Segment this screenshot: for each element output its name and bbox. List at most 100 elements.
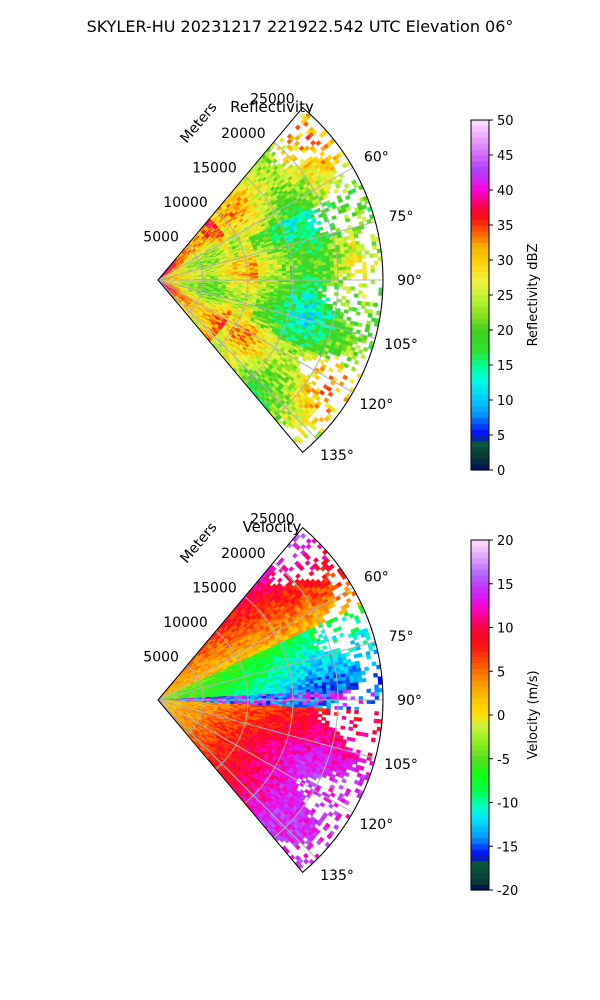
data-cell xyxy=(356,229,362,235)
data-cell xyxy=(346,273,352,277)
data-cell xyxy=(302,121,309,128)
data-cell xyxy=(294,272,299,276)
data-cell xyxy=(346,269,351,274)
data-cell xyxy=(361,338,367,344)
data-cell xyxy=(343,309,349,314)
data-cell xyxy=(314,271,319,275)
data-cell xyxy=(318,226,324,231)
data-cell xyxy=(342,286,347,291)
data-cell xyxy=(318,416,325,423)
data-cell xyxy=(349,255,355,261)
data-cell xyxy=(285,268,291,272)
data-cell xyxy=(370,268,376,273)
data-cell xyxy=(322,282,327,287)
azimuth-tick-label: 75° xyxy=(389,209,414,225)
data-cell xyxy=(342,374,348,381)
data-cell xyxy=(373,252,379,258)
data-cell xyxy=(357,349,364,355)
data-cell xyxy=(330,270,335,275)
colorbar-segment xyxy=(471,347,489,354)
data-cell xyxy=(367,313,373,318)
data-cell xyxy=(373,260,379,266)
data-cell xyxy=(358,269,364,274)
data-cell xyxy=(364,250,370,255)
colorbar-segment xyxy=(471,370,489,378)
data-cell xyxy=(270,275,275,279)
data-cell xyxy=(345,262,351,268)
colorbar-segment xyxy=(471,458,489,465)
data-cell xyxy=(314,282,319,286)
data-cell xyxy=(369,253,375,258)
data-cell xyxy=(344,302,350,308)
colorbar-segment xyxy=(471,440,489,448)
colorbar-segment xyxy=(471,359,489,366)
range-tick-label: 25000 xyxy=(250,92,295,108)
colorbar-segment xyxy=(471,411,489,419)
data-cell xyxy=(313,262,319,267)
data-cell xyxy=(319,151,326,157)
data-cell xyxy=(298,282,303,286)
data-cell xyxy=(353,255,359,260)
data-cell xyxy=(323,397,330,404)
data-cell xyxy=(302,282,307,286)
data-cell xyxy=(345,259,351,264)
data-cell xyxy=(333,188,339,194)
data-cell xyxy=(338,283,344,287)
data-cell xyxy=(315,140,322,146)
data-cell xyxy=(372,245,378,251)
data-cell xyxy=(343,183,350,189)
data-cell xyxy=(321,265,327,269)
data-cell xyxy=(242,276,247,279)
colorbar-segment xyxy=(471,452,489,459)
data-cell xyxy=(311,148,318,154)
data-cell xyxy=(230,277,235,279)
data-cell xyxy=(266,273,271,277)
data-cell xyxy=(322,267,327,272)
range-tick-label: 15000 xyxy=(192,161,237,177)
data-cell xyxy=(266,281,271,285)
data-cell xyxy=(360,247,366,252)
data-cell xyxy=(313,290,319,295)
data-cell xyxy=(346,276,352,281)
data-cell xyxy=(361,254,367,259)
data-cell xyxy=(365,301,371,307)
data-cell xyxy=(258,276,263,279)
data-cell xyxy=(362,276,368,281)
data-cell xyxy=(326,273,331,278)
data-cell xyxy=(328,367,334,373)
data-cell xyxy=(302,271,307,276)
data-cell xyxy=(286,286,291,290)
data-cell xyxy=(270,151,277,157)
data-cell xyxy=(326,270,331,275)
data-cell xyxy=(350,272,355,277)
data-cell xyxy=(316,220,322,226)
data-cell xyxy=(286,275,291,279)
data-cell xyxy=(321,262,327,266)
data-cell xyxy=(310,139,316,146)
data-cell xyxy=(355,311,361,316)
data-cell xyxy=(294,140,300,147)
range-axis-label: Meters xyxy=(177,100,220,147)
data-cell xyxy=(324,207,330,213)
data-cell xyxy=(318,271,323,275)
data-cell xyxy=(350,366,357,372)
colorbar-segment xyxy=(471,388,489,395)
data-cell xyxy=(357,258,363,263)
colorbar-segment xyxy=(471,429,489,436)
data-cell xyxy=(254,274,259,277)
data-cell xyxy=(274,281,279,285)
data-cell xyxy=(369,302,375,307)
data-cell xyxy=(344,194,351,201)
data-cell xyxy=(341,263,347,268)
colorbar-segment xyxy=(471,382,489,389)
data-cell xyxy=(355,344,361,350)
azimuth-tick-label: 90° xyxy=(397,273,422,289)
data-cell xyxy=(306,274,311,278)
colorbar-segment xyxy=(471,423,489,430)
data-cell xyxy=(327,391,334,398)
data-cell xyxy=(298,272,303,276)
data-cell xyxy=(298,269,303,273)
data-cell xyxy=(362,283,368,288)
